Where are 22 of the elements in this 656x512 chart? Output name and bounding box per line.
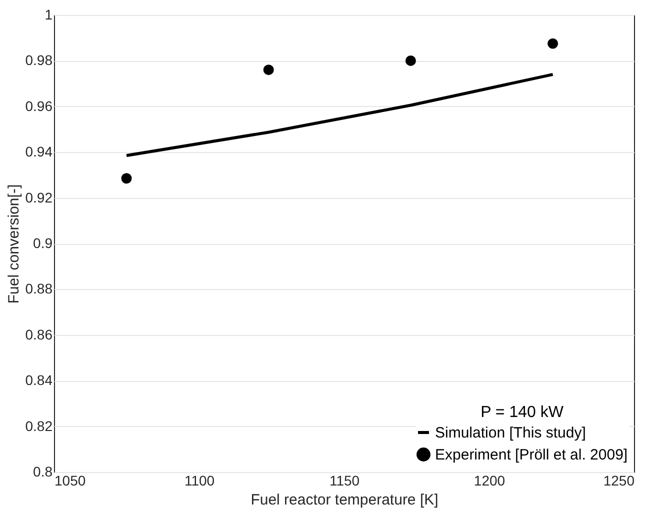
x-tick-label: 1100 xyxy=(184,472,215,488)
legend-label: Experiment [Pröll et al. 2009] xyxy=(435,446,628,464)
y-tick-label: 0.92 xyxy=(25,189,53,206)
y-tick-label: 0.94 xyxy=(25,144,53,160)
line-series xyxy=(125,72,554,158)
y-tick-label: 0.82 xyxy=(25,418,53,434)
y-tick-label: 0.86 xyxy=(25,326,53,342)
x-tick-label: 1250 xyxy=(603,472,635,488)
x-axis-title: Fuel reactor temperature [K] xyxy=(250,492,438,508)
y-tick-label: 0.84 xyxy=(25,372,53,388)
y-axis-title: Fuel conversion[-] xyxy=(5,184,22,304)
x-tick-label: 1050 xyxy=(54,472,86,488)
x-tick-label: 1200 xyxy=(474,472,506,488)
y-tick-label: 0.96 xyxy=(25,98,53,114)
y-tick-label: 0.98 xyxy=(25,52,53,68)
legend-label: Simulation [This study] xyxy=(435,424,586,442)
x-tick-label: 1150 xyxy=(329,472,360,488)
y-tick-label: 1 xyxy=(44,6,53,22)
y-tick-label: 0.88 xyxy=(25,280,53,297)
y-tick-label: 0.9 xyxy=(33,235,53,251)
y-tick-label: 0.8 xyxy=(33,464,53,480)
legend-title: P = 140 kW xyxy=(480,404,564,421)
